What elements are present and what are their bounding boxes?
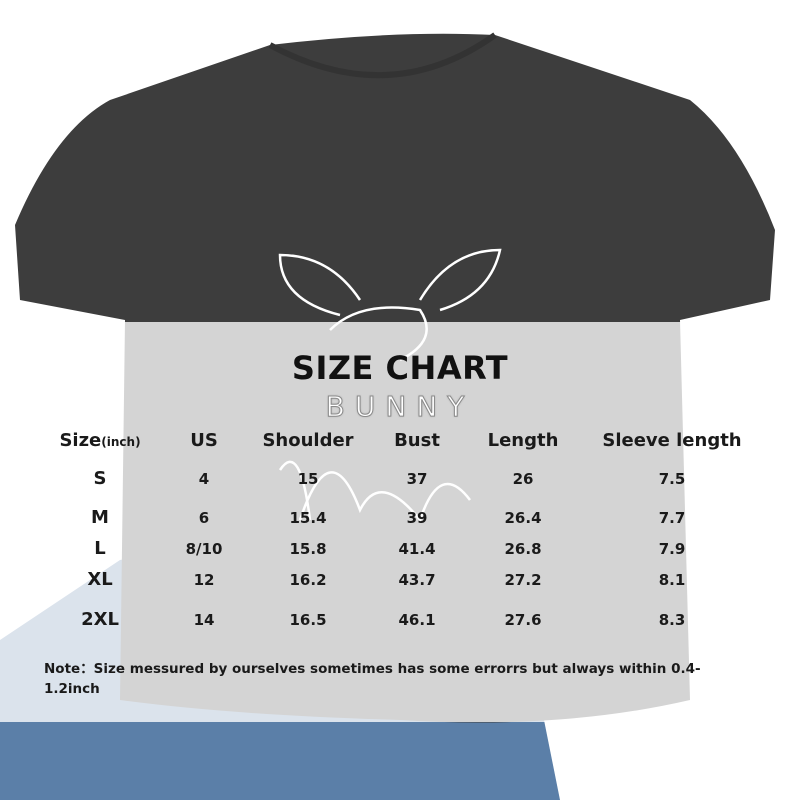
cell-length: 26	[512, 470, 534, 488]
cell-size: 2XL	[81, 609, 119, 630]
cell-length: 27.2	[504, 571, 542, 589]
cell-bust: 41.4	[398, 540, 436, 558]
cell-sleeve: 7.7	[658, 509, 686, 527]
cell-bust: 39	[406, 509, 428, 527]
header-length: Length	[487, 430, 559, 451]
cell-bust: 43.7	[398, 571, 436, 589]
cell-size: XL	[87, 569, 113, 590]
cell-sleeve: 7.9	[658, 540, 686, 558]
header-size-label: Size	[59, 430, 102, 451]
cell-us: 4	[198, 470, 210, 488]
size-chart-panel	[0, 322, 800, 722]
header-size-unit: (inch)	[101, 435, 141, 449]
cell-size: L	[94, 538, 106, 559]
cell-bust: 46.1	[398, 611, 436, 629]
cell-length: 26.4	[504, 509, 542, 527]
header-size: Size(inch)	[59, 430, 140, 453]
cell-sleeve: 8.1	[658, 571, 686, 589]
collar	[268, 32, 497, 79]
cell-length: 26.8	[504, 540, 542, 558]
size-note: Note：Size messured by ourselves sometime…	[44, 661, 701, 697]
cell-us: 14	[193, 611, 215, 629]
cell-length: 27.6	[504, 611, 542, 629]
cell-us: 12	[193, 571, 215, 589]
cell-bust: 37	[406, 470, 428, 488]
print-text: BUNNY	[325, 390, 475, 423]
header-shoulder: Shoulder	[262, 430, 354, 451]
cell-us: 8/10	[185, 540, 223, 558]
cell-size: M	[91, 507, 109, 528]
cell-us: 6	[198, 509, 210, 527]
cell-shoulder: 15	[297, 470, 319, 488]
cell-shoulder: 16.2	[289, 571, 327, 589]
cell-size: S	[93, 468, 107, 489]
header-bust: Bust	[394, 430, 440, 451]
cell-shoulder: 15.8	[289, 540, 327, 558]
size-chart-title: SIZE CHART	[291, 349, 509, 387]
header-sleeve-length: Sleeve length	[602, 430, 742, 451]
cell-sleeve: 7.5	[658, 470, 686, 488]
cell-shoulder: 16.5	[289, 611, 327, 629]
cell-sleeve: 8.3	[658, 611, 686, 629]
cell-shoulder: 15.4	[289, 509, 327, 527]
header-us: US	[190, 430, 218, 451]
